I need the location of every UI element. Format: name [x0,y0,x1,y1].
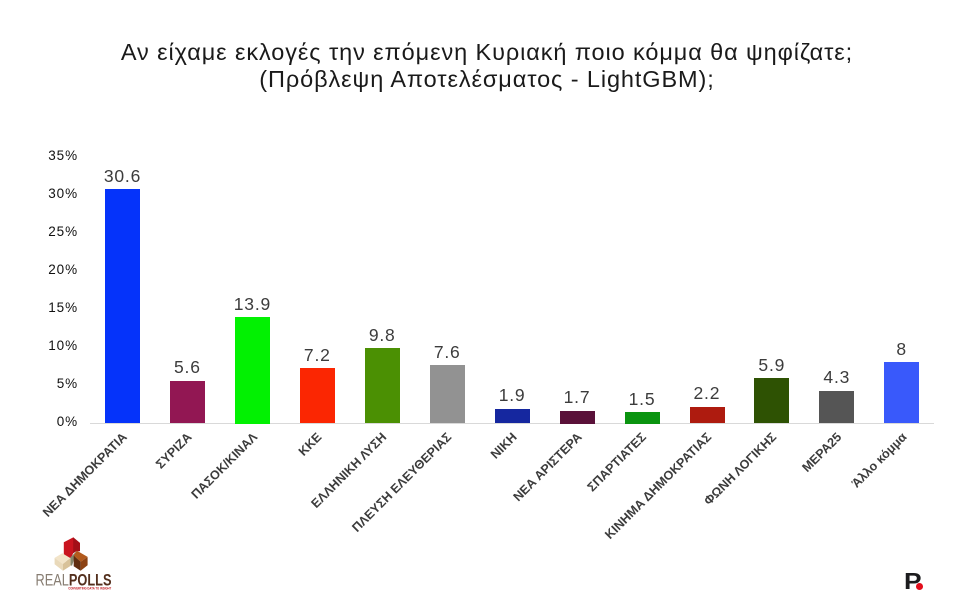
svg-text:CONVERTING DATA TO INSIGHT: CONVERTING DATA TO INSIGHT [68,587,111,591]
svg-text:REALPOLLS: REALPOLLS [36,572,112,590]
